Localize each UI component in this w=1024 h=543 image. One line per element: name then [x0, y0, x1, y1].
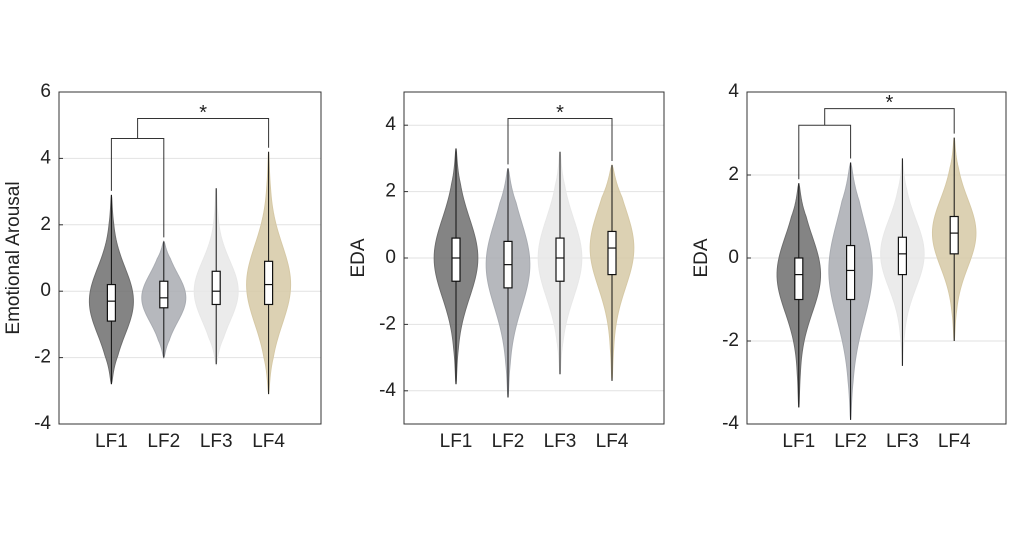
y-tick-label: -4 [722, 413, 739, 434]
significance-bracket [824, 108, 955, 134]
axes-frame [58, 91, 322, 425]
box [451, 237, 461, 282]
box [794, 257, 804, 301]
x-tick-label: LF2 [147, 431, 180, 452]
box [845, 244, 856, 301]
y-axis-label: EDA [348, 238, 369, 277]
y-tick-label: -2 [379, 313, 396, 334]
x-tick-label: LF1 [95, 431, 128, 452]
box [106, 283, 117, 322]
y-tick-label: 0 [40, 280, 51, 301]
y-tick-label: 4 [728, 81, 739, 102]
y-tick-label: 4 [385, 114, 396, 135]
y-tick-label: -2 [722, 330, 739, 351]
x-tick-label: LF1 [782, 431, 815, 452]
box [949, 215, 959, 255]
axes-frame [746, 91, 1007, 425]
y-axis-label: EDA [691, 238, 712, 277]
x-tick-label: LF2 [834, 431, 867, 452]
x-tick-label: LF1 [440, 431, 473, 452]
y-tick-label: 4 [40, 147, 51, 168]
y-tick-label: 6 [40, 81, 51, 102]
pair-bracket [110, 137, 165, 238]
x-tick-label: LF3 [886, 431, 919, 452]
y-tick-label: 0 [385, 247, 396, 268]
significance-star: * [556, 102, 564, 124]
box [264, 260, 274, 306]
y-tick-label: 0 [728, 247, 739, 268]
box [211, 270, 221, 306]
y-tick-label: -2 [34, 347, 51, 368]
box [897, 236, 908, 276]
y-tick-label: -4 [34, 413, 51, 434]
y-tick-label: -4 [379, 380, 396, 401]
box [555, 237, 565, 282]
significance-star: * [199, 102, 207, 124]
significance-bracket [137, 118, 270, 148]
significance-bracket [507, 118, 613, 165]
box [607, 230, 617, 276]
y-tick-label: 2 [385, 181, 396, 202]
significance-star: * [886, 92, 894, 114]
box [159, 280, 169, 309]
y-tick-label: 2 [40, 214, 51, 235]
x-tick-label: LF2 [492, 431, 525, 452]
x-tick-label: LF4 [596, 431, 629, 452]
axes-frame [403, 91, 665, 425]
x-tick-label: LF4 [252, 431, 285, 452]
y-axis-label: Emotional Arousal [3, 181, 24, 334]
y-tick-label: 2 [728, 164, 739, 185]
x-tick-label: LF4 [938, 431, 971, 452]
x-tick-label: LF3 [544, 431, 577, 452]
pair-bracket [798, 124, 852, 180]
x-tick-label: LF3 [200, 431, 233, 452]
